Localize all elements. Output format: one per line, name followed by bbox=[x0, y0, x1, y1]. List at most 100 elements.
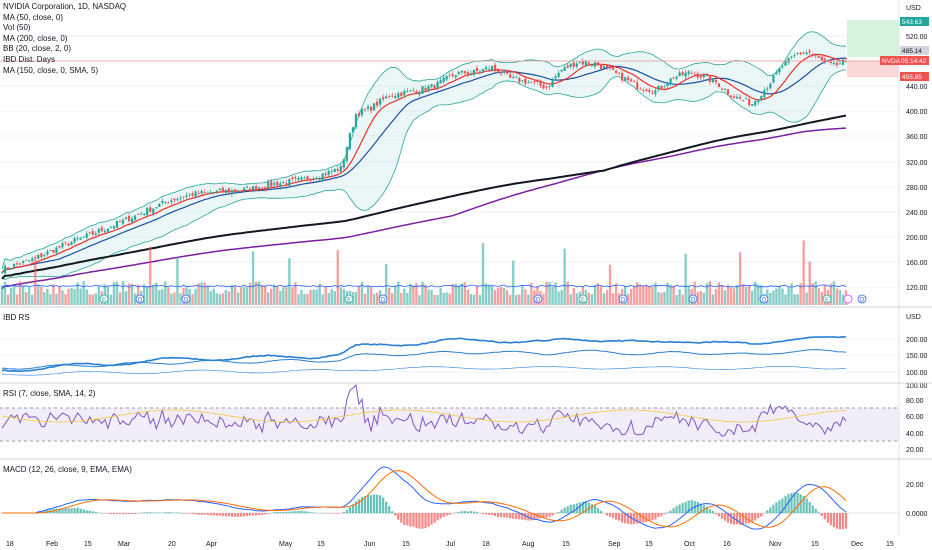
candle-body bbox=[191, 193, 194, 196]
volume-bar bbox=[442, 292, 445, 305]
rsi-title[interactable]: RSI (7, close, SMA, 14, 2) bbox=[3, 389, 96, 398]
macd-histogram-bar bbox=[294, 511, 297, 514]
candle-body bbox=[348, 132, 351, 149]
volume-bar bbox=[221, 293, 225, 305]
ibd-rs-pane[interactable]: 200.00 150.00 100.00 bbox=[0, 335, 928, 377]
legend-ma50[interactable]: MA (50, close, 0) bbox=[3, 12, 64, 22]
volume-bar bbox=[273, 284, 276, 305]
volume-bar bbox=[200, 282, 203, 305]
candle-body bbox=[578, 62, 581, 63]
macd-histogram-bar bbox=[820, 513, 823, 517]
macd-histogram-bar bbox=[445, 513, 448, 516]
macd-histogram-bar bbox=[197, 513, 200, 515]
ibd-rs-title[interactable]: IBD RS bbox=[3, 313, 30, 322]
candle-body bbox=[793, 54, 796, 56]
volume-bar bbox=[660, 293, 663, 305]
volume-bar bbox=[25, 291, 28, 305]
volume-bar bbox=[705, 283, 709, 305]
macd-histogram-bar bbox=[466, 511, 469, 514]
macd-histogram-bar bbox=[557, 511, 560, 514]
candle-body bbox=[206, 191, 209, 193]
legend-title[interactable]: NVIDIA Corporation, 1D, NASDAQ bbox=[3, 2, 127, 11]
candle-body bbox=[611, 67, 615, 70]
macd-histogram-bar bbox=[200, 513, 203, 515]
rs-tick-label: 150.00 bbox=[906, 353, 928, 360]
volume-bar bbox=[666, 282, 669, 305]
candle-body bbox=[52, 250, 55, 253]
macd-histogram-bar bbox=[188, 513, 191, 514]
rsi-pane[interactable]: 100.00 80.00 60.00 40.00 20.00 bbox=[0, 383, 928, 454]
macd-histogram-bar bbox=[723, 513, 727, 521]
macd-histogram-bar bbox=[191, 513, 194, 515]
candle-body bbox=[200, 190, 203, 194]
macd-histogram-bar bbox=[460, 511, 463, 514]
volume-bar bbox=[475, 285, 479, 305]
volume-bar bbox=[838, 290, 842, 305]
candle-body bbox=[832, 62, 835, 64]
dividend-icon bbox=[843, 294, 853, 304]
macd-histogram-bar bbox=[70, 508, 73, 514]
candle-body bbox=[79, 237, 82, 240]
legend-ibd-dist[interactable]: IBD Dist. Days bbox=[3, 54, 56, 64]
candle-body bbox=[245, 187, 249, 188]
candle-body bbox=[841, 59, 845, 65]
legend-vol[interactable]: Vol (50) bbox=[3, 23, 31, 33]
candle-body bbox=[654, 90, 657, 95]
volume-bar bbox=[648, 286, 651, 305]
macd-histogram-bar bbox=[454, 512, 457, 514]
legend-ma200[interactable]: MA (200, close, 0) bbox=[3, 33, 68, 43]
macd-histogram-bar bbox=[248, 513, 252, 516]
volume-bar bbox=[161, 289, 164, 305]
volume-bar bbox=[796, 294, 799, 305]
macd-histogram-bar bbox=[509, 513, 512, 519]
volume-bar bbox=[569, 294, 572, 305]
volume-bar bbox=[684, 253, 687, 305]
candle-body bbox=[179, 197, 182, 199]
candle-body bbox=[457, 71, 460, 75]
legend-ma150[interactable]: MA (150, close, 0, SMA, 5) bbox=[3, 65, 99, 75]
event-marker-icon bbox=[344, 294, 354, 304]
candle-body bbox=[34, 257, 37, 259]
macd-histogram-bar bbox=[418, 513, 421, 529]
macd-pane[interactable]: 20.00 0.0000 bbox=[0, 466, 928, 530]
macd-histogram-bar bbox=[233, 513, 237, 517]
volume-bar bbox=[291, 287, 294, 305]
volume-bar bbox=[808, 261, 811, 305]
macd-histogram-bar bbox=[242, 513, 246, 517]
event-marker-icon bbox=[618, 294, 628, 304]
volume-bar bbox=[336, 250, 339, 305]
macd-histogram-bar bbox=[209, 513, 212, 516]
macd-histogram-bar bbox=[170, 512, 173, 514]
volume-bar bbox=[502, 287, 506, 305]
candle-body bbox=[221, 187, 224, 193]
price-tick-label: 520.00 bbox=[906, 34, 928, 41]
macd-title[interactable]: MACD (12, 26, close, 9, EMA, EMA) bbox=[3, 465, 132, 474]
candle-body bbox=[19, 263, 22, 265]
candle-body bbox=[808, 50, 811, 53]
price-pane[interactable] bbox=[0, 31, 848, 305]
macd-histogram-bar bbox=[382, 497, 385, 514]
candle-body bbox=[684, 72, 687, 77]
volume-bar bbox=[149, 246, 152, 305]
macd-histogram-bar bbox=[115, 513, 119, 514]
legend-bb[interactable]: BB (20, close, 2, 0) bbox=[3, 44, 72, 54]
candle-body bbox=[735, 96, 739, 99]
volume-bar bbox=[472, 294, 476, 305]
volume-bar bbox=[394, 285, 397, 305]
rs-line-3 bbox=[1, 366, 847, 376]
volume-bar bbox=[708, 281, 712, 305]
candle-body bbox=[769, 83, 772, 89]
candle-body bbox=[58, 246, 61, 248]
chart-legend: NVIDIA Corporation, 1D, NASDAQ MA (50, c… bbox=[3, 2, 126, 76]
volume-bar bbox=[106, 286, 110, 305]
macd-histogram-bar bbox=[400, 513, 403, 523]
candle-body bbox=[149, 207, 152, 212]
candle-body bbox=[197, 193, 200, 194]
volume-bar bbox=[375, 292, 379, 305]
candle-body bbox=[729, 95, 733, 97]
volume-bar bbox=[164, 281, 167, 305]
macd-histogram-bar bbox=[790, 492, 793, 514]
candle-body bbox=[515, 77, 518, 78]
